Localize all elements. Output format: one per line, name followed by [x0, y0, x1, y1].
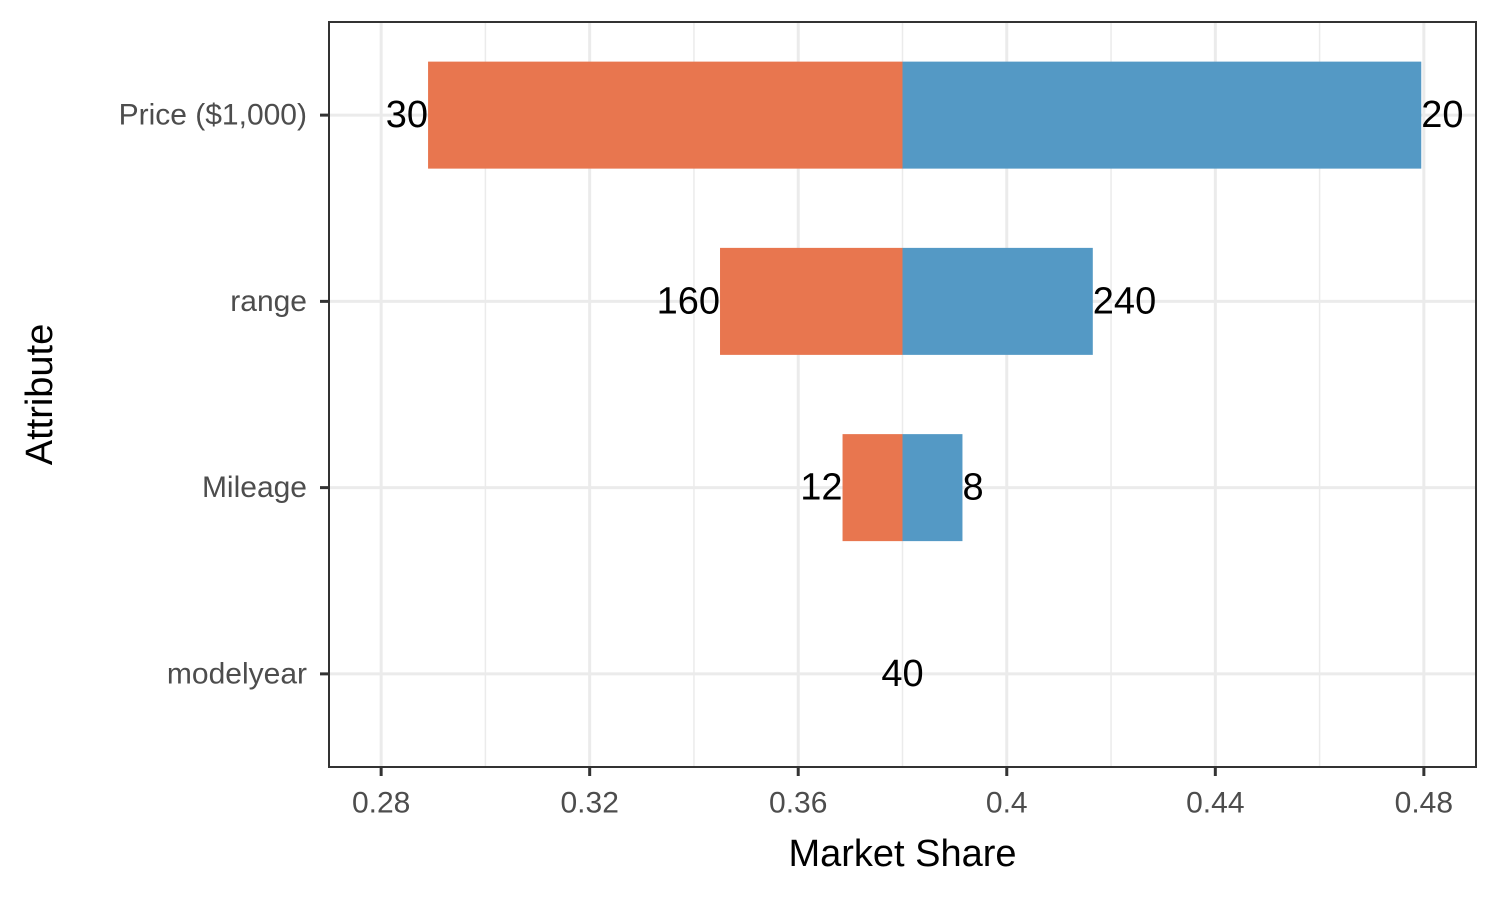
x-tick-label: 0.4: [986, 787, 1028, 820]
x-axis: 0.28 0.32 0.36 0.4 0.44 0.48: [352, 767, 1453, 820]
y-axis: Price ($1,000) range Mileage modelyear: [119, 99, 329, 690]
x-tick-label: 0.28: [352, 787, 410, 820]
bar-label-high: 240: [1093, 280, 1156, 322]
bar-label-low: 40: [881, 653, 923, 695]
x-tick-label: 0.36: [769, 787, 827, 820]
y-tick-label: modelyear: [167, 657, 307, 690]
bar-high: [902, 434, 963, 542]
bar-label-high: 8: [962, 467, 983, 509]
x-tick-label: 0.32: [560, 787, 618, 820]
y-axis-title: Attribute: [19, 324, 61, 466]
bar-low: [428, 61, 903, 169]
bars: [428, 61, 1422, 542]
bar-high: [902, 61, 1422, 169]
x-tick-label: 0.48: [1395, 787, 1453, 820]
bar-label-low: 12: [800, 467, 842, 509]
y-tick-label: range: [230, 285, 307, 318]
plot-border: [328, 21, 1477, 768]
bar-label-low: 30: [386, 94, 428, 136]
bar-labels: 30 20 160 240 12 8 40: [386, 94, 1464, 695]
y-tick-label: Price ($1,000): [119, 99, 307, 132]
bar-high: [902, 247, 1093, 355]
y-tick-label: Mileage: [202, 471, 307, 504]
x-axis-title: Market Share: [788, 833, 1016, 875]
bar-label-high: 20: [1421, 94, 1463, 136]
bar-low: [720, 247, 903, 355]
bar-low: [842, 434, 903, 542]
bar-label-low: 160: [657, 280, 720, 322]
x-tick-label: 0.44: [1186, 787, 1244, 820]
